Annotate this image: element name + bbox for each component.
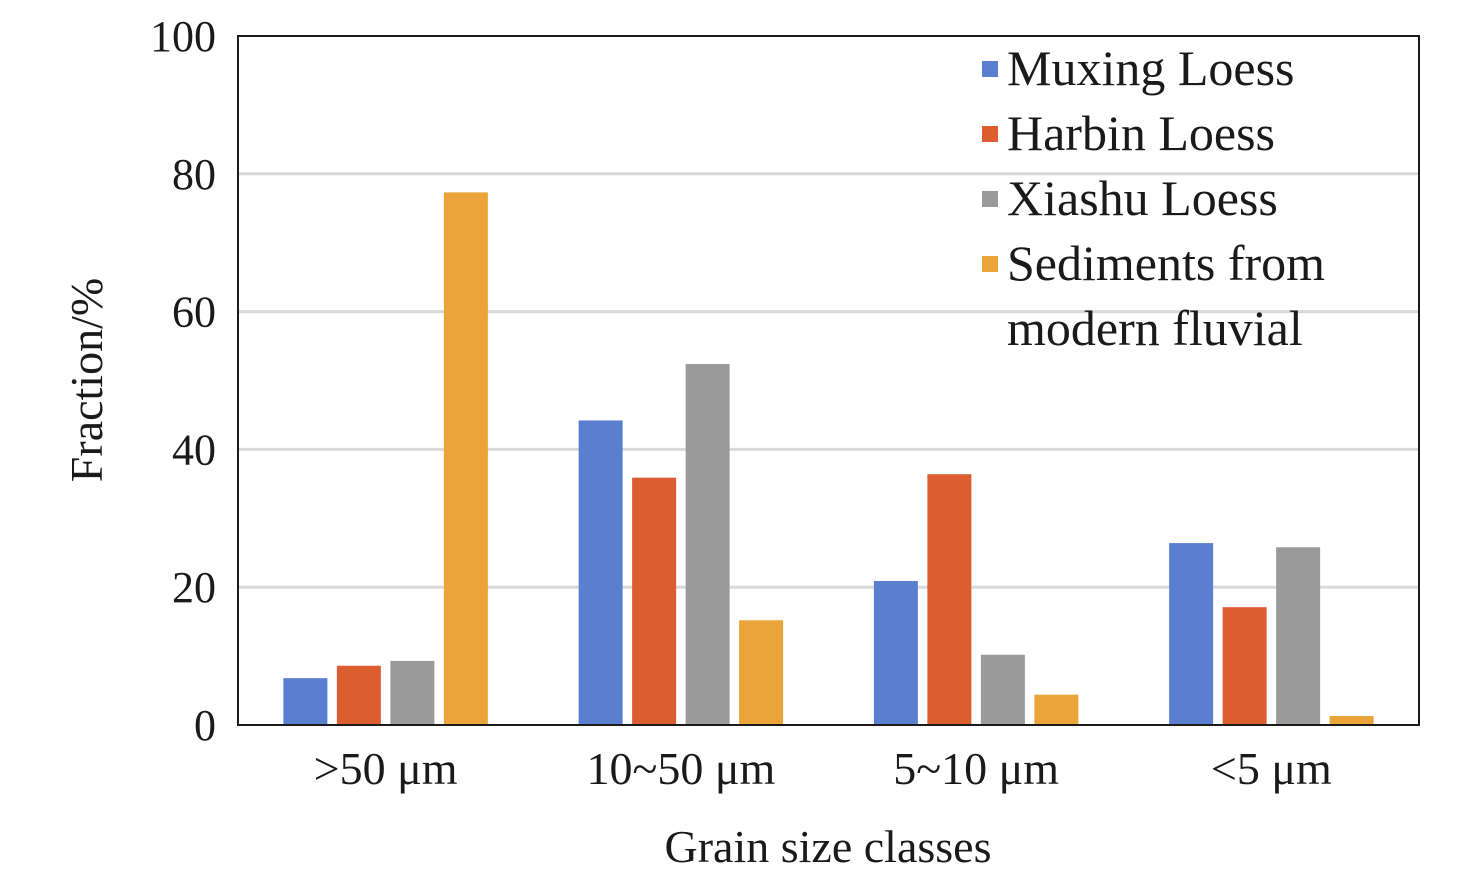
bar-3-1 <box>390 660 435 725</box>
legend-label: Harbin Loess <box>1007 105 1275 161</box>
y-tick-label: 40 <box>172 425 216 474</box>
bar-1-1 <box>283 678 328 725</box>
legend-label: Sediments from <box>1007 235 1325 291</box>
legend-label: Muxing Loess <box>1007 40 1295 96</box>
legend-swatch <box>982 126 998 142</box>
x-tick-label: <5 μm <box>1211 743 1332 794</box>
bar-1-4 <box>1169 543 1214 725</box>
bar-4-3 <box>1034 694 1079 725</box>
x-tick-label: >50 μm <box>314 743 458 794</box>
plot-frame <box>237 35 1420 726</box>
bar-1-2 <box>578 420 623 725</box>
bar-2-4 <box>1222 607 1267 725</box>
bars <box>283 192 1374 725</box>
legend-label: Xiashu Loess <box>1007 170 1278 226</box>
legend: Muxing Loess Harbin Loess Xiashu Loess Sedi… <box>982 40 1325 356</box>
x-tick-label: 10~50 μm <box>586 743 775 794</box>
y-axis-title: Fraction/% <box>61 278 112 482</box>
y-tick-label: 20 <box>172 563 216 612</box>
y-tick-label: 100 <box>150 12 216 61</box>
bar-4-1 <box>443 192 488 725</box>
legend-swatch <box>982 256 998 272</box>
y-tick-labels: 0 20 40 60 80 100 <box>150 12 216 750</box>
bar-2-1 <box>336 665 381 725</box>
bar-1-3 <box>873 580 918 725</box>
y-tick-label: 0 <box>194 701 216 750</box>
bar-4-4 <box>1329 716 1374 725</box>
x-tick-labels: >50 μm 10~50 μm 5~10 μm <5 μm <box>314 743 1332 794</box>
bar-3-2 <box>685 363 730 725</box>
x-tick-label: 5~10 μm <box>893 743 1059 794</box>
bar-4-2 <box>739 620 784 725</box>
bar-3-4 <box>1276 547 1321 725</box>
x-axis-title: Grain size classes <box>665 821 992 872</box>
bar-3-3 <box>980 654 1025 725</box>
y-tick-label: 80 <box>172 150 216 199</box>
legend-label: modern fluvial <box>1007 300 1303 356</box>
legend-swatch <box>982 191 998 207</box>
gridlines <box>238 172 1419 589</box>
bar-2-3 <box>927 474 972 725</box>
y-tick-label: 60 <box>172 288 216 337</box>
bar-2-2 <box>632 477 677 725</box>
legend-swatch <box>982 61 998 77</box>
